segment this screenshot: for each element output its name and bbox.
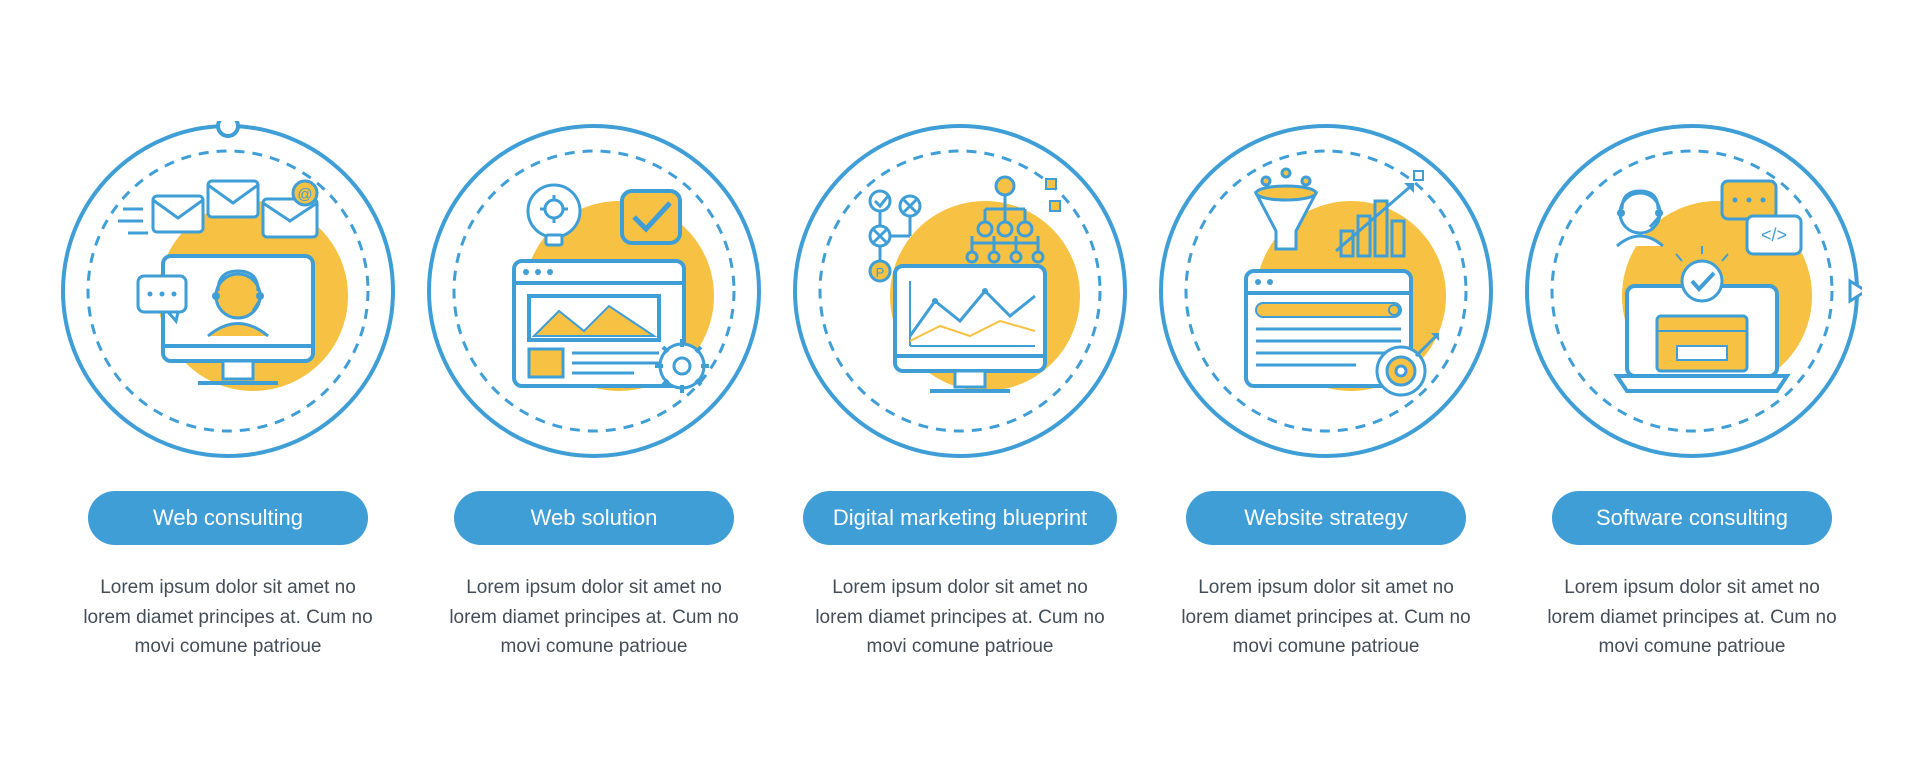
circle-web-solution — [424, 121, 764, 461]
desc-web-solution: Lorem ipsum dolor sit amet no lorem diam… — [444, 573, 744, 661]
software-consulting-icon: </> — [1522, 121, 1862, 461]
pill-software-consulting: Software consulting — [1552, 491, 1832, 545]
pill-digital-marketing: Digital marketing blueprint — [803, 491, 1117, 545]
pill-web-consulting: Web consulting — [88, 491, 368, 545]
web-solution-icon — [424, 121, 764, 461]
step-web-consulting: @ — [50, 121, 406, 661]
desc-digital-marketing: Lorem ipsum dolor sit amet no lorem diam… — [810, 573, 1110, 661]
step-web-solution: Web solution Lorem ipsum dolor sit amet … — [416, 121, 772, 661]
website-strategy-icon — [1156, 121, 1496, 461]
circle-digital-marketing: P — [790, 121, 1130, 461]
svg-text:</>: </> — [1761, 225, 1787, 245]
circle-website-strategy — [1156, 121, 1496, 461]
circle-software-consulting: </> — [1522, 121, 1862, 461]
circle-web-consulting: @ — [58, 121, 398, 461]
svg-text:@: @ — [297, 186, 312, 203]
desc-website-strategy: Lorem ipsum dolor sit amet no lorem diam… — [1176, 573, 1476, 661]
step-website-strategy: Website strategy Lorem ipsum dolor sit a… — [1148, 121, 1504, 661]
svg-text:P: P — [876, 265, 885, 280]
pill-website-strategy: Website strategy — [1186, 491, 1466, 545]
digital-marketing-icon: P — [790, 121, 1130, 461]
step-software-consulting: </> — [1514, 121, 1870, 661]
step-digital-marketing: P — [782, 121, 1138, 661]
pill-web-solution: Web solution — [454, 491, 734, 545]
desc-software-consulting: Lorem ipsum dolor sit amet no lorem diam… — [1542, 573, 1842, 661]
web-consulting-icon: @ — [58, 121, 398, 461]
infographic-row: @ — [50, 121, 1870, 661]
desc-web-consulting: Lorem ipsum dolor sit amet no lorem diam… — [78, 573, 378, 661]
